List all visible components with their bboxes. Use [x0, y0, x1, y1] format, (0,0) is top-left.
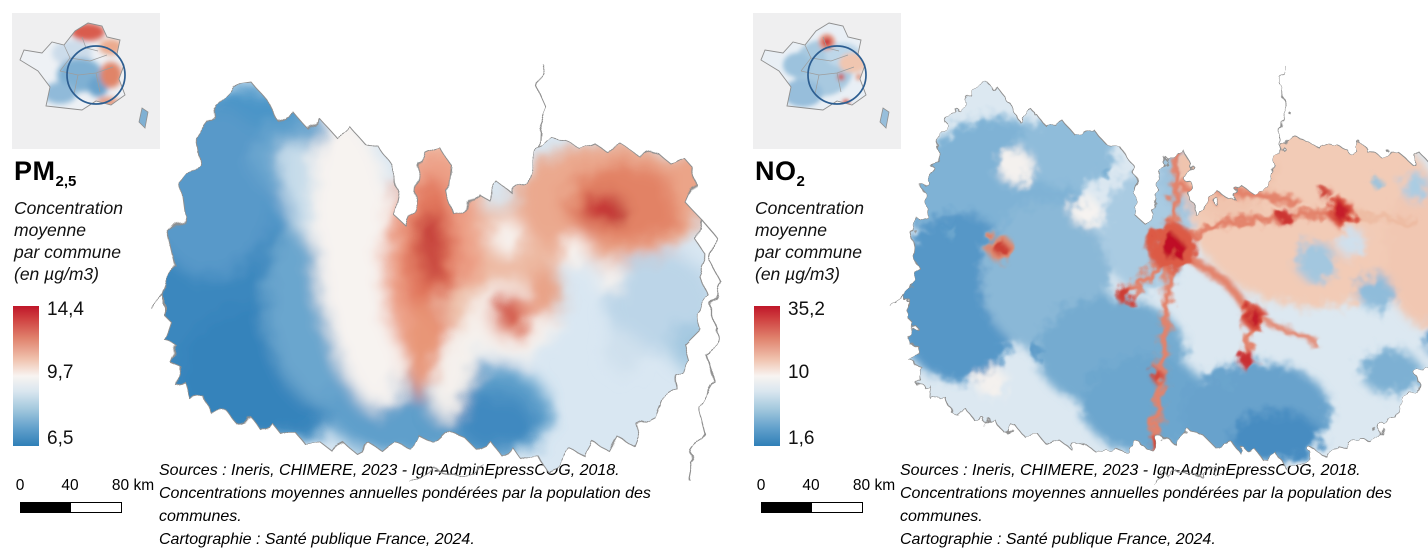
- corsica-shape: [138, 107, 149, 129]
- subtitle-line: par commune: [14, 242, 121, 262]
- france-inset-map-no2: [753, 13, 901, 149]
- pollutant-title-base: PM: [14, 156, 56, 186]
- subtitle-line: (en µg/m3): [755, 264, 840, 284]
- scalebar-tick-80: 80 km: [852, 477, 896, 494]
- subtitle-line: moyenne: [14, 220, 86, 240]
- region-highlight-circle: [66, 45, 126, 105]
- scalebar-empty-segment: [812, 503, 862, 512]
- legend-max-value: 35,2: [788, 299, 825, 320]
- scalebar-tick-0: 0: [15, 477, 25, 494]
- france-inset-svg-no2: [760, 22, 890, 129]
- sources-line: Sources : Ineris, CHIMERE, 2023 - Ign-Ad…: [159, 462, 620, 479]
- main-map-svg-pm25: [150, 65, 722, 485]
- sources-line: Concentrations moyennes annuelles pondér…: [159, 485, 651, 525]
- pollutant-title-subscript: 2: [796, 173, 805, 190]
- panel-no2: NO2 Concentration moyenne par commune (e…: [741, 0, 1428, 548]
- scalebar-pm25: [20, 502, 122, 513]
- legend-gradient-bar: [754, 306, 780, 446]
- sources-block-no2: Sources : Ineris, CHIMERE, 2023 - Ign-Ad…: [900, 459, 1428, 551]
- sources-line: Cartographie : Santé publique France, 20…: [159, 531, 475, 548]
- pollutant-title-base: NO: [755, 156, 797, 186]
- legend-subtitle-pm25: Concentration moyenne par commune (en µg…: [14, 197, 123, 285]
- legend-mid-value: 9,7: [47, 362, 74, 383]
- sources-block-pm25: Sources : Ineris, CHIMERE, 2023 - Ign-Ad…: [159, 459, 719, 551]
- france-inset-svg-pm25: [19, 22, 149, 129]
- main-map-pm25: [150, 52, 737, 485]
- subtitle-line: moyenne: [755, 220, 827, 240]
- pollutant-title-subscript: 2,5: [55, 173, 77, 190]
- region-highlight-circle: [807, 45, 867, 105]
- scalebar-filled-segment: [762, 503, 812, 512]
- legend-subtitle-no2: Concentration moyenne par commune (en µg…: [755, 197, 864, 285]
- pollutant-title-no2: NO2: [755, 156, 805, 190]
- scalebar-tick-0: 0: [756, 477, 766, 494]
- panel-pm25: PM2,5 Concentration moyenne par commune …: [0, 0, 722, 548]
- city-hotspots: [945, 166, 1381, 447]
- scalebar-tick-40: 40: [61, 477, 79, 494]
- neighbor-borders: [891, 65, 1289, 483]
- subtitle-line: Concentration: [14, 198, 123, 218]
- legend-min-value: 1,6: [788, 428, 815, 449]
- scalebar-no2: [761, 502, 863, 513]
- sources-line: Sources : Ineris, CHIMERE, 2023 - Ign-Ad…: [900, 462, 1361, 479]
- legend-mid-value: 10: [788, 362, 810, 383]
- pollutant-title-pm25: PM2,5: [14, 156, 76, 190]
- neighbor-borders: [150, 65, 722, 485]
- sources-line: Cartographie : Santé publique France, 20…: [900, 531, 1216, 548]
- legend-max-value: 14,4: [47, 299, 84, 320]
- legend-gradient-bar: [13, 306, 39, 446]
- scalebar-tick-40: 40: [802, 477, 820, 494]
- corsica-shape: [879, 107, 890, 129]
- inset-region-borders: [59, 36, 114, 95]
- sources-line: Concentrations moyennes annuelles pondér…: [900, 485, 1392, 525]
- subtitle-line: Concentration: [755, 198, 864, 218]
- main-map-svg-no2: [891, 65, 1428, 483]
- subtitle-line: par commune: [755, 242, 862, 262]
- subtitle-line: (en µg/m3): [14, 264, 99, 284]
- main-map-no2: [891, 52, 1428, 484]
- france-inset-map-pm25: [12, 13, 160, 149]
- scalebar-filled-segment: [21, 503, 71, 512]
- legend-min-value: 6,5: [47, 428, 74, 449]
- scalebar-empty-segment: [71, 503, 121, 512]
- scalebar-tick-80: 80 km: [111, 477, 155, 494]
